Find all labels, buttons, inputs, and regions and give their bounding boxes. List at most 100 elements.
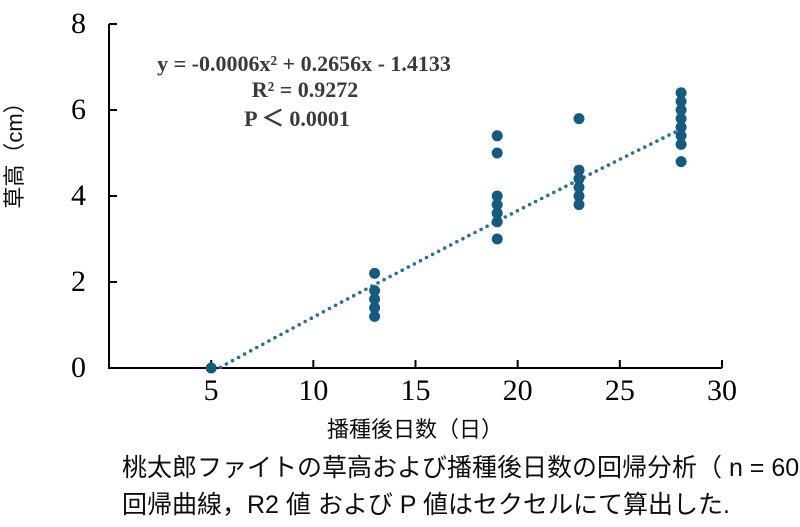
x-tick-label: 30: [707, 374, 737, 407]
trendline-dot: [673, 130, 677, 134]
trendline-dot: [515, 209, 520, 213]
trendline-dot: [297, 322, 302, 327]
trendline-dot: [570, 181, 574, 185]
data-point: [675, 87, 687, 99]
trendline-dot: [594, 169, 599, 173]
y-tick-label: 0: [71, 351, 86, 384]
data-point: [369, 302, 381, 314]
y-tick-label: 8: [71, 7, 86, 40]
trendline-dot: [655, 139, 659, 143]
trendline-dot: [285, 329, 289, 334]
y-tick-label: 4: [71, 179, 86, 212]
scatter-chart: y = -0.0006x² + 0.2656x - 1.4133 R² = 0.…: [2, 7, 737, 442]
trendline-dot: [600, 166, 605, 170]
data-point: [675, 138, 687, 150]
trendline-dot: [315, 313, 320, 317]
trendline-dot: [406, 265, 411, 269]
data-point: [675, 113, 687, 125]
trendline-dot: [412, 262, 417, 266]
trendline-dot: [248, 349, 253, 353]
data-point: [675, 156, 687, 168]
trendline-dot: [267, 339, 271, 343]
trendline-dot: [649, 142, 653, 146]
data-point: [491, 190, 503, 202]
data-point: [369, 285, 381, 297]
trendline-dot: [612, 160, 617, 164]
trendline-dot: [273, 335, 277, 340]
data-point: [675, 104, 687, 116]
trendline-dot: [394, 271, 399, 276]
data-point: [205, 362, 217, 374]
trendline-dot: [546, 193, 550, 198]
data-point: [369, 310, 381, 322]
trendline-dot: [339, 300, 344, 304]
r-squared-label: R² = 0.9272: [252, 77, 359, 102]
trendline-dot: [218, 365, 223, 370]
data-point: [491, 233, 503, 245]
trendline-dot: [230, 358, 235, 363]
x-axis-title: 播種後日数（日）: [327, 417, 503, 442]
data-point: [369, 293, 381, 305]
trendline-dot: [588, 172, 592, 176]
data-point: [675, 95, 687, 107]
trendline-dot: [661, 136, 665, 140]
trendline-dot: [327, 306, 332, 311]
trendline-dot: [224, 362, 229, 366]
trendline-dot: [564, 184, 568, 189]
trendline-dot: [321, 310, 326, 314]
trendline-dot: [473, 230, 477, 235]
data-point: [491, 216, 503, 228]
trendline-dot: [388, 274, 392, 279]
trendline-dot: [351, 293, 356, 298]
y-axis-title: 草高（cm）: [2, 91, 27, 208]
trendline-dot: [455, 240, 459, 244]
trendline-dot: [618, 157, 623, 161]
data-point: [573, 173, 585, 185]
trendline-dot: [630, 151, 635, 155]
trendline-dot: [436, 249, 441, 254]
data-point: [573, 164, 585, 176]
trendline-dot: [509, 212, 514, 216]
trendline-dot: [624, 154, 629, 158]
data-point: [491, 130, 503, 142]
trendline-dot: [539, 196, 544, 201]
data-point: [491, 207, 503, 219]
trendline-dot: [382, 277, 386, 282]
trendline-dot: [400, 268, 405, 273]
caption-line-1: 桃太郎ファイトの草高および播種後日数の回帰分析（ n = 60 ）: [122, 454, 800, 482]
data-point: [573, 199, 585, 211]
trendline-dot: [643, 145, 647, 149]
trendline-dot: [461, 236, 465, 241]
trendline-dot: [242, 352, 247, 356]
trendline-dot: [261, 342, 265, 347]
data-point: [573, 181, 585, 193]
caption: 桃太郎ファイトの草高および播種後日数の回帰分析（ n = 60 ） 回帰曲線，R…: [122, 450, 800, 524]
p-value-label: P ＜ 0.0001: [244, 106, 350, 131]
trendline-dot: [636, 148, 641, 152]
trendline-dot: [254, 345, 259, 350]
data-point: [369, 267, 381, 279]
trendline-dot: [333, 303, 338, 308]
trendline-dot: [606, 163, 611, 167]
x-tick-label: 10: [298, 374, 328, 407]
trendline-dot: [479, 227, 483, 232]
x-tick-label: 25: [605, 374, 635, 407]
trendline-dot: [303, 319, 308, 324]
trendline-dot: [424, 255, 429, 260]
data-point: [491, 147, 503, 159]
trendline-dot: [309, 316, 314, 321]
x-tick-label: 5: [204, 374, 219, 407]
trendline-dot: [291, 326, 295, 330]
trendline-dot: [558, 187, 562, 192]
y-tick-label: 2: [71, 265, 86, 298]
trendline-dot: [467, 233, 471, 238]
data-point: [675, 121, 687, 133]
trendline-dot: [442, 246, 447, 250]
trendline-dot: [376, 281, 380, 285]
trendline-dot: [236, 355, 241, 360]
data-point: [573, 190, 585, 202]
trendline-dot: [667, 133, 671, 137]
y-tick-label: 6: [71, 93, 86, 126]
trendline-dot: [533, 199, 538, 204]
